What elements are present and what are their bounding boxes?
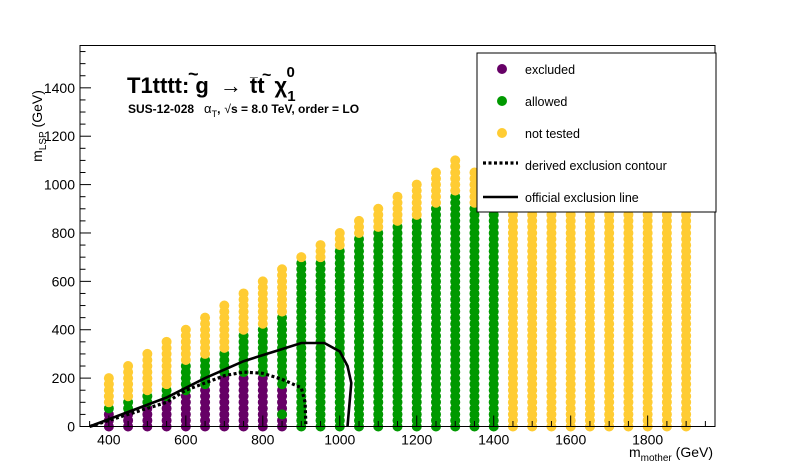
subtitle-comma: , bbox=[217, 102, 220, 116]
point-not-tested bbox=[123, 361, 134, 372]
point-not-tested bbox=[334, 227, 345, 238]
y-axis-title-base: m bbox=[29, 150, 45, 162]
y-tick-label: 1000 bbox=[44, 177, 75, 193]
x-axis-ticks: 400 600 800 1000 1200 1400 1600 1800 bbox=[89, 415, 706, 448]
y-tick-label: 1400 bbox=[44, 80, 75, 96]
subtitle-energy: s = 8.0 TeV, order = LO bbox=[231, 102, 359, 116]
y-axis-title-sub: LSP bbox=[38, 131, 49, 150]
point-not-tested bbox=[354, 215, 365, 226]
point-not-tested bbox=[392, 191, 403, 202]
lines-layer bbox=[89, 341, 353, 429]
y-axis-title-unit: (GeV) bbox=[29, 90, 45, 131]
legend-label-excluded: excluded bbox=[525, 63, 575, 77]
title-chi: χ bbox=[275, 73, 288, 98]
legend-marker-excluded bbox=[497, 64, 507, 74]
chart-title: T1tttt: g → tt χ1 0 bbox=[127, 64, 296, 105]
x-axis-title-base: m bbox=[629, 444, 641, 460]
point-not-tested bbox=[103, 373, 114, 384]
subtitle-sqrt: √ bbox=[224, 102, 231, 116]
title-chi-sup: 0 bbox=[287, 64, 295, 81]
official-exclusion-line bbox=[89, 341, 353, 428]
point-not-tested bbox=[142, 348, 153, 359]
y-tick-label: 200 bbox=[52, 370, 76, 386]
subtitle-alpha-sub: T bbox=[212, 109, 218, 119]
point-not-tested bbox=[180, 324, 191, 335]
title-bar-antitop: _ bbox=[249, 63, 258, 79]
point-not-tested bbox=[411, 179, 422, 190]
legend-box bbox=[476, 52, 717, 213]
x-tick-label: 1600 bbox=[555, 432, 586, 448]
y-axis-title: mLSP (GeV) bbox=[29, 90, 49, 162]
subtitle-alpha: α bbox=[204, 101, 212, 116]
title-chi-sub: 1 bbox=[287, 88, 295, 105]
point-not-tested bbox=[315, 240, 326, 251]
point-not-tested bbox=[219, 300, 230, 311]
point-allowed bbox=[277, 409, 288, 420]
point-not-tested bbox=[430, 167, 441, 178]
x-tick-label: 800 bbox=[251, 432, 275, 448]
legend-label-derived-exclusion-contour: derived exclusion contour bbox=[525, 159, 667, 173]
legend-label-official-exclusion-line: official exclusion line bbox=[525, 191, 639, 205]
y-tick-label: 800 bbox=[52, 225, 76, 241]
title-tops: tt bbox=[250, 73, 265, 98]
point-not-tested bbox=[200, 312, 211, 323]
point-not-tested bbox=[296, 252, 307, 263]
y-tick-label: 0 bbox=[67, 419, 75, 435]
point-not-tested bbox=[161, 336, 172, 347]
point-not-tested bbox=[450, 155, 461, 166]
point-not-tested bbox=[373, 203, 384, 214]
x-tick-label: 1800 bbox=[632, 432, 663, 448]
title-tilde-gluino: ~ bbox=[188, 64, 199, 84]
x-axis-title-sub: mother bbox=[641, 453, 673, 464]
y-tick-label: 600 bbox=[52, 273, 76, 289]
x-tick-label: 600 bbox=[174, 432, 198, 448]
point-not-tested bbox=[277, 264, 288, 275]
title-gluino: g bbox=[195, 73, 208, 98]
y-axis-ticks: 0 200 400 600 800 1000 1200 1400 bbox=[44, 51, 91, 435]
x-tick-label: 1200 bbox=[401, 432, 432, 448]
point-not-tested bbox=[257, 276, 268, 287]
y-tick-label: 1200 bbox=[44, 128, 75, 144]
legend-label-allowed: allowed bbox=[525, 95, 567, 109]
chart-subtitle: SUS-12-028 αT, √s = 8.0 TeV, order = LO bbox=[128, 101, 359, 119]
legend: excluded allowed not tested derived exclusi… bbox=[476, 52, 717, 213]
x-axis-title: mmother (GeV) bbox=[629, 444, 713, 464]
title-prefix: T1tttt: bbox=[127, 73, 195, 98]
x-tick-label: 400 bbox=[97, 432, 121, 448]
point-not-tested bbox=[238, 288, 249, 299]
legend-marker-not-tested bbox=[497, 128, 507, 138]
y-tick-label: 400 bbox=[52, 322, 76, 338]
x-tick-label: 1400 bbox=[478, 432, 509, 448]
legend-marker-allowed bbox=[497, 96, 507, 106]
legend-label-not-tested: not tested bbox=[525, 127, 580, 141]
subtitle-analysis: SUS-12-028 bbox=[128, 102, 194, 116]
x-tick-label: 1000 bbox=[324, 432, 355, 448]
title-arrow: → bbox=[220, 73, 242, 98]
title-tilde-chi: ~ bbox=[262, 67, 271, 84]
derived-exclusion-contour bbox=[89, 370, 308, 429]
x-axis-title-unit: (GeV) bbox=[672, 444, 713, 460]
